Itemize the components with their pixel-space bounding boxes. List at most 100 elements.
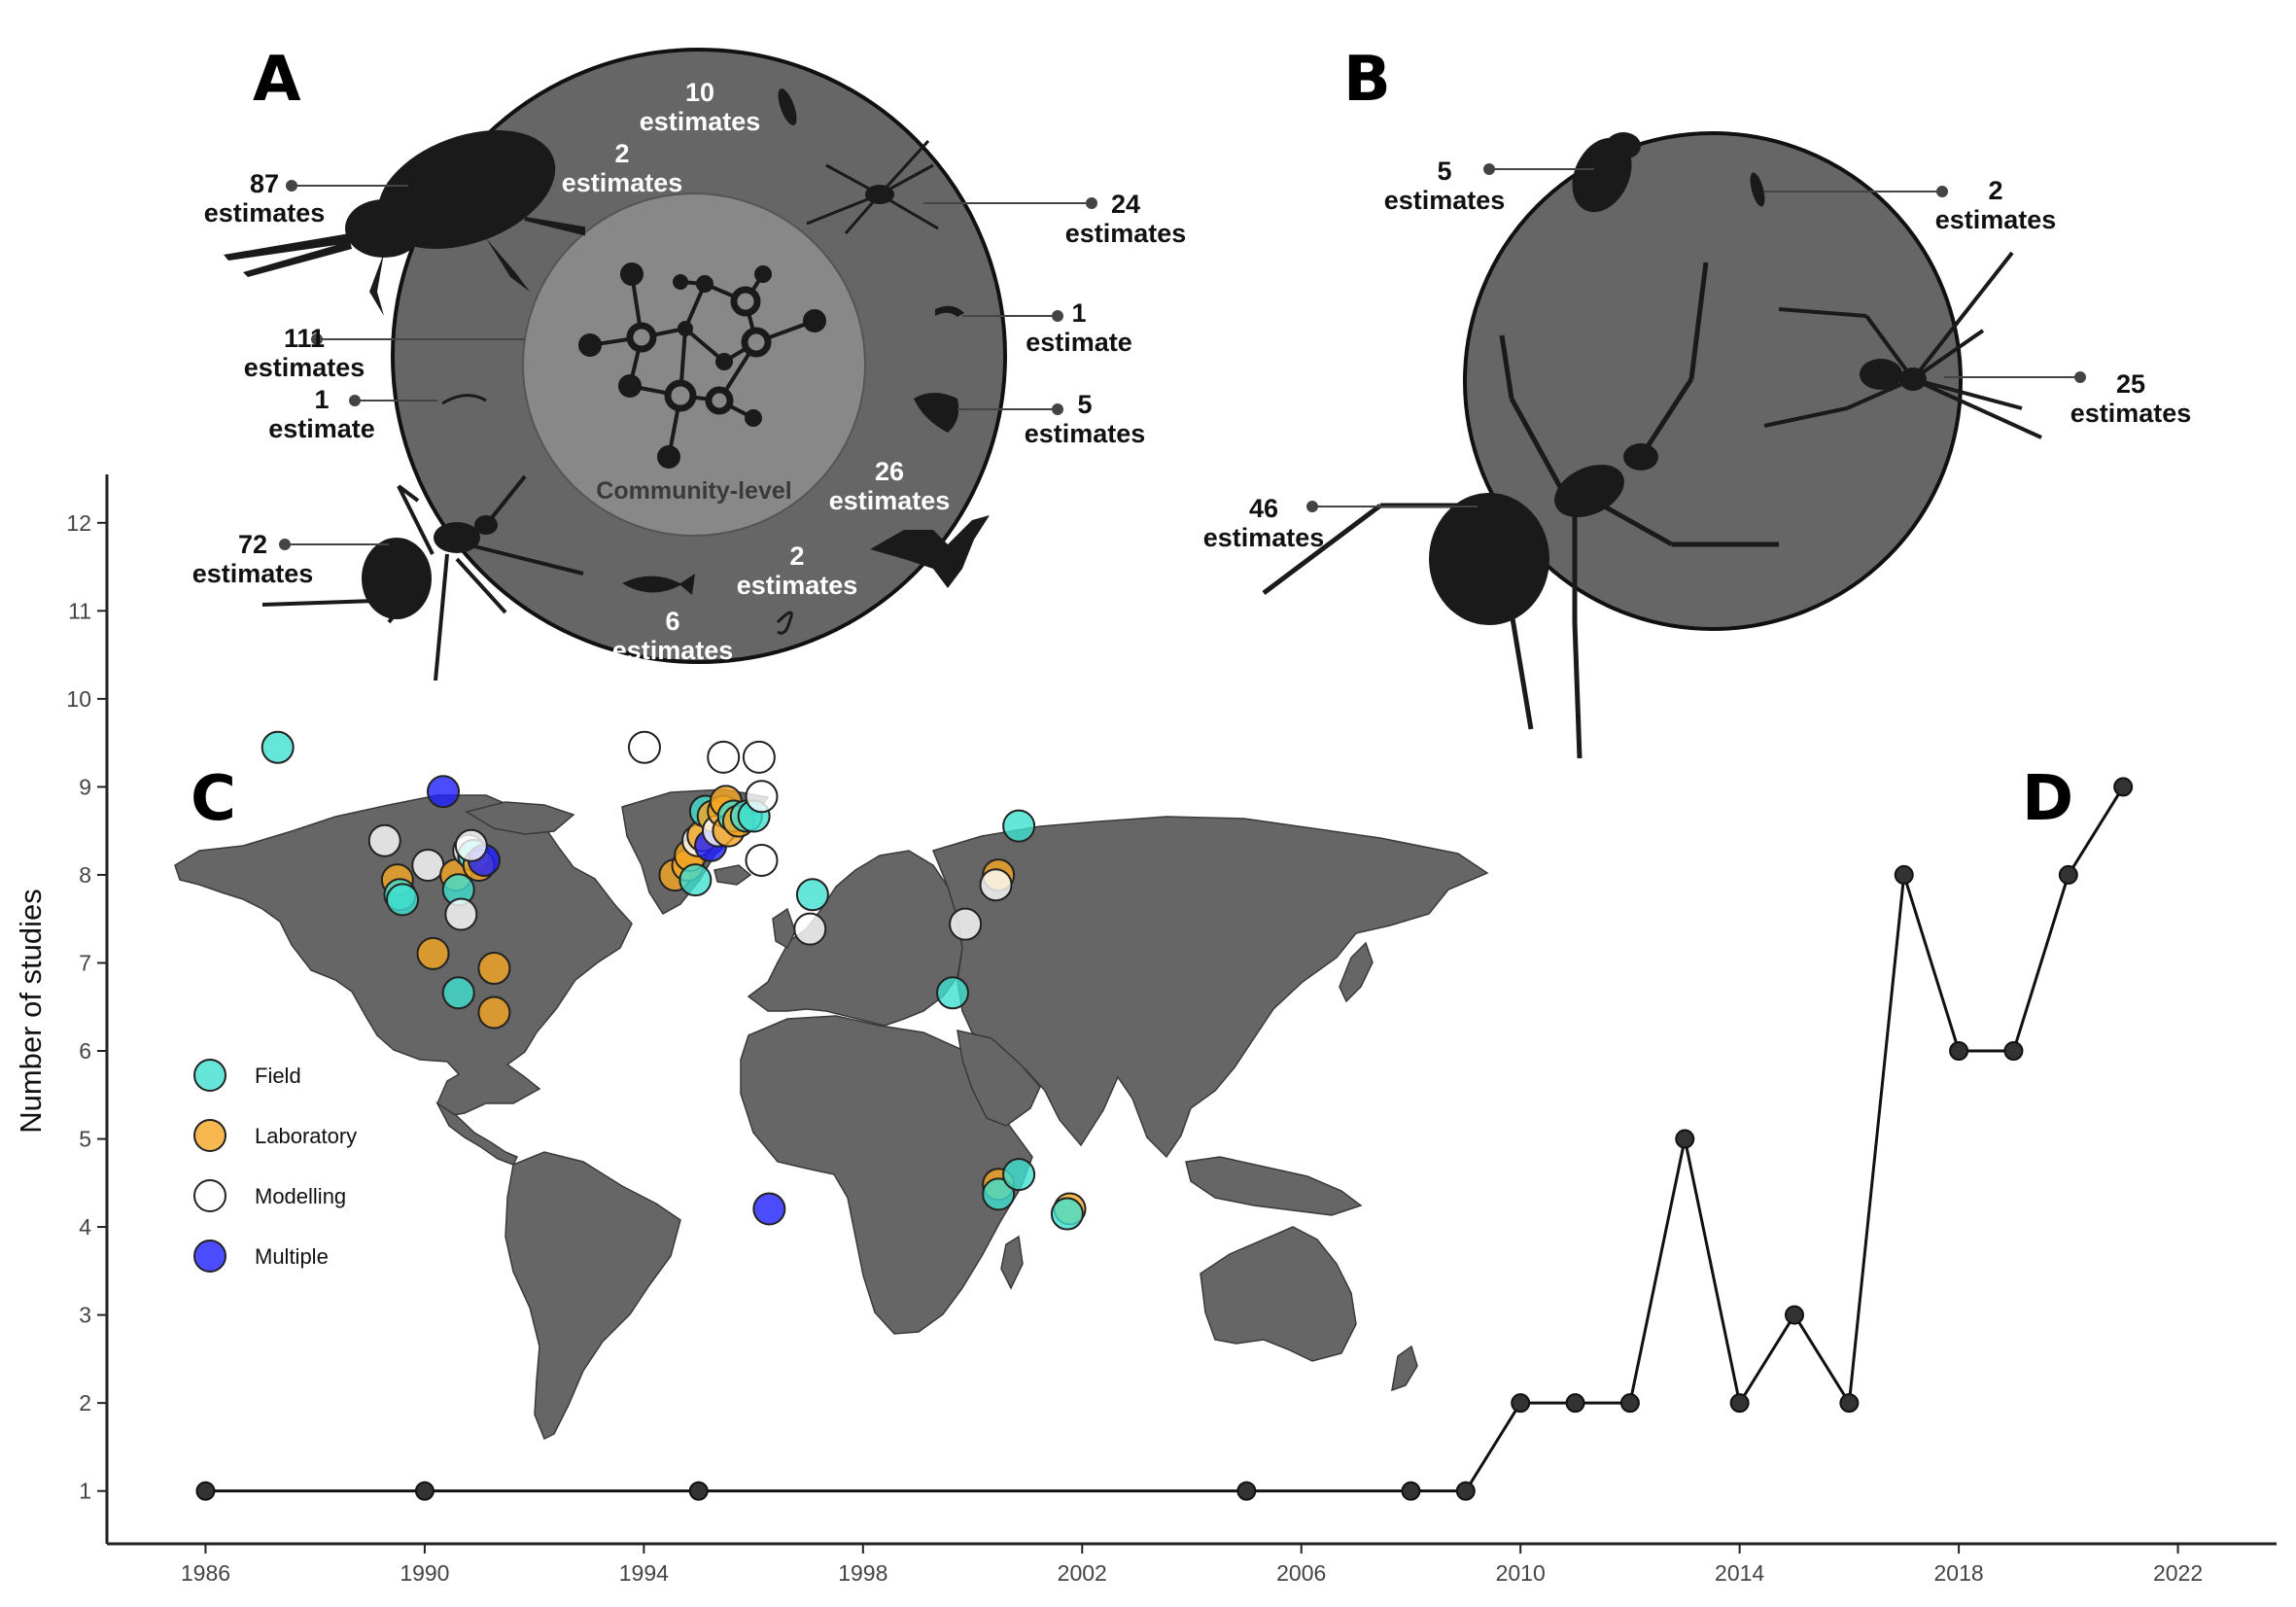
- estimate-count: 2: [1988, 176, 2002, 205]
- estimate-count: 10: [685, 78, 714, 107]
- map-point-field: [1002, 1158, 1036, 1192]
- springtail-silhouette-b: [1572, 132, 1641, 213]
- mite-silhouette: [914, 393, 959, 433]
- copepod-silhouette-b: [1750, 172, 1765, 207]
- estimate-unit: estimates: [737, 571, 858, 600]
- panel-letter-d: D: [2022, 763, 2073, 835]
- panel-a-leaders: [279, 180, 1097, 550]
- central-america-landmass: [435, 1100, 519, 1166]
- map-point-field: [386, 883, 420, 917]
- data-point: [1236, 1481, 1257, 1501]
- map-point-modelling: [742, 740, 776, 774]
- estimate-unit: estimates: [1935, 205, 2057, 234]
- y-tick-label: 1: [79, 1479, 91, 1504]
- panel-a-inner-circle: [522, 192, 866, 537]
- estimate-unit: estimates: [612, 636, 734, 665]
- africa-landmass: [740, 1015, 1033, 1335]
- map-point-laboratory: [477, 996, 511, 1030]
- map-point-laboratory: [416, 936, 450, 970]
- x-tick-label: 1990: [400, 1560, 449, 1586]
- estimate-count: 25: [2116, 369, 2145, 399]
- data-point: [414, 1481, 435, 1501]
- estimate-count: 5: [1077, 390, 1092, 419]
- map-point-laboratory: [477, 952, 511, 986]
- estimate-unit: estimates: [2070, 399, 2192, 428]
- map-point-modelling: [411, 849, 445, 882]
- data-point: [1894, 864, 1914, 885]
- legend-swatch-multiple: [193, 1240, 226, 1273]
- data-point: [1619, 1393, 1640, 1414]
- x-tick-label: 1986: [181, 1560, 230, 1586]
- estimate-unit: estimates: [640, 107, 761, 136]
- map-point-field: [1050, 1197, 1084, 1231]
- x-tick-label: 2018: [1934, 1560, 1984, 1586]
- british-isles: [772, 907, 796, 950]
- map-legend: Field Laboratory Modelling Multiple: [193, 1059, 357, 1273]
- map-points: [261, 730, 1087, 1231]
- data-point: [1455, 1481, 1476, 1501]
- studies-line-series: [195, 777, 2134, 1501]
- y-tick-label: 7: [79, 950, 91, 975]
- larva-silhouette: [935, 305, 964, 317]
- arctic-islands: [465, 801, 575, 835]
- japan: [1339, 941, 1374, 1003]
- estimate-count: 26: [875, 457, 904, 486]
- estimate-unit: estimates: [1065, 219, 1187, 248]
- legend-swatch-laboratory: [193, 1119, 226, 1152]
- estimate-unit: estimate: [268, 414, 375, 443]
- map-point-field: [982, 1177, 1016, 1211]
- map-point-field: [441, 976, 475, 1010]
- panel-b-leaders: [1306, 163, 2086, 512]
- ant-silhouette-b: [1262, 262, 1779, 759]
- x-tick-label: 1998: [838, 1560, 887, 1586]
- data-point: [1949, 1041, 1969, 1062]
- y-tick-label: 6: [79, 1038, 91, 1064]
- data-point: [2058, 864, 2078, 885]
- y-tick-label: 4: [79, 1214, 91, 1240]
- data-point: [195, 1481, 216, 1501]
- y-tick-label: 10: [66, 686, 91, 712]
- map-point-field: [795, 878, 829, 912]
- panel-a-labels: 87estimates111estimates1estimate72estima…: [192, 78, 1187, 665]
- legend-label-laboratory: Laboratory: [255, 1124, 357, 1148]
- y-tick-label: 12: [66, 510, 91, 536]
- australia-landmass: [1200, 1226, 1357, 1362]
- map-point-modelling: [707, 740, 741, 774]
- estimate-count: 46: [1249, 494, 1278, 523]
- map-point-modelling: [367, 823, 401, 857]
- estimate-unit: estimates: [204, 198, 326, 227]
- estimate-count: 111: [284, 324, 325, 353]
- map-point-modelling: [444, 897, 478, 931]
- estimate-count: 5: [1437, 157, 1451, 186]
- y-tick-label: 9: [79, 774, 91, 799]
- x-tick-label: 2006: [1276, 1560, 1326, 1586]
- legend-swatch-field: [193, 1059, 226, 1092]
- map-point-modelling: [793, 912, 827, 946]
- spider-silhouette-a: [806, 139, 939, 234]
- y-tick-label: 3: [79, 1303, 91, 1328]
- estimate-count: 72: [238, 530, 267, 559]
- x-tick-label: 2002: [1058, 1560, 1107, 1586]
- legend-label-modelling: Modelling: [255, 1184, 346, 1208]
- north-america-landmass: [174, 794, 633, 1117]
- spider-silhouette-b: [1763, 251, 2042, 439]
- map-point-modelling: [627, 730, 661, 764]
- community-level-label: Community-level: [596, 477, 791, 505]
- panel-letter-a: A: [253, 44, 301, 116]
- data-point: [1839, 1393, 1860, 1414]
- panel-a: Community-level: [224, 48, 1007, 681]
- copepod-silhouette-a: [778, 88, 797, 125]
- data-point: [2113, 777, 2134, 797]
- legend-label-field: Field: [255, 1064, 301, 1088]
- springtail-silhouette: [224, 129, 585, 316]
- estimate-count: 2: [789, 541, 804, 571]
- estimate-unit: estimate: [1026, 328, 1132, 357]
- estimate-unit: estimates: [244, 353, 365, 382]
- world-map: [174, 788, 1489, 1441]
- estimate-count: 87: [250, 169, 279, 198]
- map-point-field: [1002, 809, 1036, 843]
